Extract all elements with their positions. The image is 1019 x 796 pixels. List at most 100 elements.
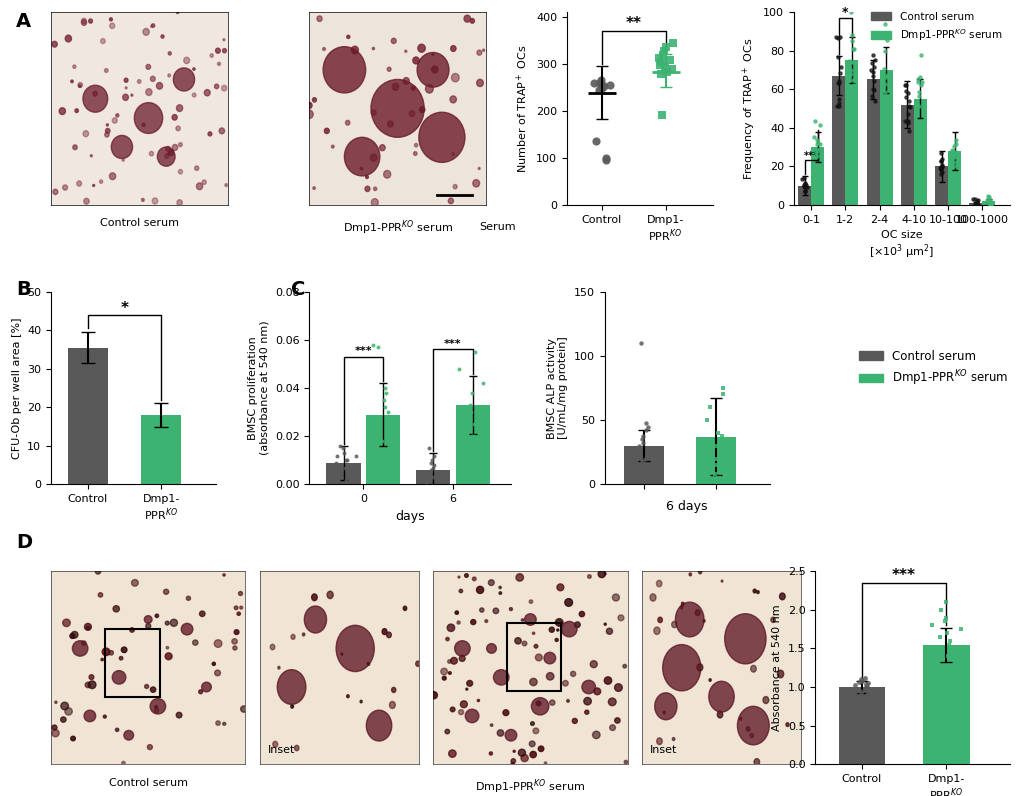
Bar	[366, 415, 399, 485]
Circle shape	[657, 617, 661, 622]
Circle shape	[442, 677, 445, 680]
Point	[933, 160, 950, 173]
Circle shape	[562, 681, 568, 686]
Circle shape	[680, 606, 683, 609]
Circle shape	[168, 74, 170, 77]
Circle shape	[770, 617, 774, 622]
Point	[859, 677, 875, 689]
Point	[332, 458, 348, 471]
Circle shape	[473, 180, 479, 187]
Circle shape	[681, 603, 684, 606]
Point	[847, 682, 863, 695]
Point	[369, 341, 385, 353]
Circle shape	[88, 681, 96, 689]
Point	[933, 152, 950, 165]
Point	[468, 418, 484, 431]
Point	[940, 638, 956, 651]
Point	[332, 466, 348, 479]
Point	[857, 690, 873, 703]
Point	[417, 474, 433, 486]
Circle shape	[223, 39, 224, 41]
Circle shape	[723, 614, 765, 664]
Point	[653, 109, 669, 122]
Circle shape	[327, 591, 333, 599]
Point	[650, 51, 666, 64]
Point	[900, 125, 916, 138]
Circle shape	[486, 644, 496, 654]
Point	[899, 117, 915, 130]
Circle shape	[389, 701, 395, 708]
Circle shape	[143, 29, 149, 35]
Point	[968, 194, 984, 207]
Circle shape	[756, 591, 758, 594]
Circle shape	[60, 717, 66, 722]
Circle shape	[146, 88, 152, 96]
Bar	[624, 446, 663, 485]
Point	[900, 115, 916, 127]
Circle shape	[98, 593, 103, 597]
Circle shape	[370, 154, 377, 162]
Point	[841, 54, 857, 67]
Point	[932, 603, 949, 616]
Circle shape	[452, 185, 457, 189]
Point	[796, 185, 812, 197]
Point	[932, 154, 949, 167]
Circle shape	[484, 620, 487, 622]
Circle shape	[71, 631, 77, 638]
Point	[380, 442, 396, 455]
Circle shape	[450, 657, 457, 664]
Circle shape	[165, 154, 168, 158]
Circle shape	[654, 693, 677, 720]
Circle shape	[574, 622, 580, 627]
Circle shape	[460, 700, 467, 708]
Circle shape	[62, 185, 67, 190]
Point	[592, 74, 608, 87]
Circle shape	[413, 57, 419, 64]
Point	[865, 84, 881, 96]
Circle shape	[145, 685, 149, 689]
Circle shape	[662, 645, 700, 691]
Circle shape	[425, 84, 433, 93]
Point	[334, 442, 351, 455]
Point	[866, 29, 882, 42]
Circle shape	[165, 653, 172, 660]
Circle shape	[776, 670, 783, 678]
Circle shape	[496, 730, 503, 736]
Circle shape	[204, 89, 210, 96]
Bar	[67, 348, 108, 485]
Circle shape	[671, 622, 677, 628]
Circle shape	[178, 142, 182, 146]
Point	[978, 193, 995, 206]
Point	[933, 654, 950, 666]
Bar	[922, 645, 969, 764]
Circle shape	[100, 180, 103, 183]
Circle shape	[447, 198, 453, 204]
Point	[806, 131, 822, 143]
Text: ***: ***	[443, 339, 462, 349]
Circle shape	[155, 705, 157, 708]
Point	[338, 454, 355, 466]
Circle shape	[533, 728, 538, 734]
Point	[978, 195, 995, 208]
Circle shape	[611, 594, 619, 601]
Circle shape	[124, 78, 127, 82]
Point	[591, 76, 607, 89]
Text: B: B	[16, 280, 31, 299]
Circle shape	[181, 623, 193, 635]
Point	[796, 185, 812, 197]
Circle shape	[409, 111, 415, 117]
Circle shape	[371, 80, 424, 138]
Text: *: *	[842, 6, 848, 19]
Circle shape	[306, 103, 312, 108]
Point	[461, 454, 477, 466]
Point	[981, 198, 998, 211]
Circle shape	[583, 697, 591, 705]
Point	[337, 474, 354, 486]
Point	[858, 681, 874, 693]
Circle shape	[344, 138, 379, 176]
Circle shape	[93, 185, 95, 186]
Circle shape	[593, 688, 600, 695]
Point	[706, 468, 722, 481]
Point	[931, 160, 948, 173]
Circle shape	[614, 684, 622, 692]
